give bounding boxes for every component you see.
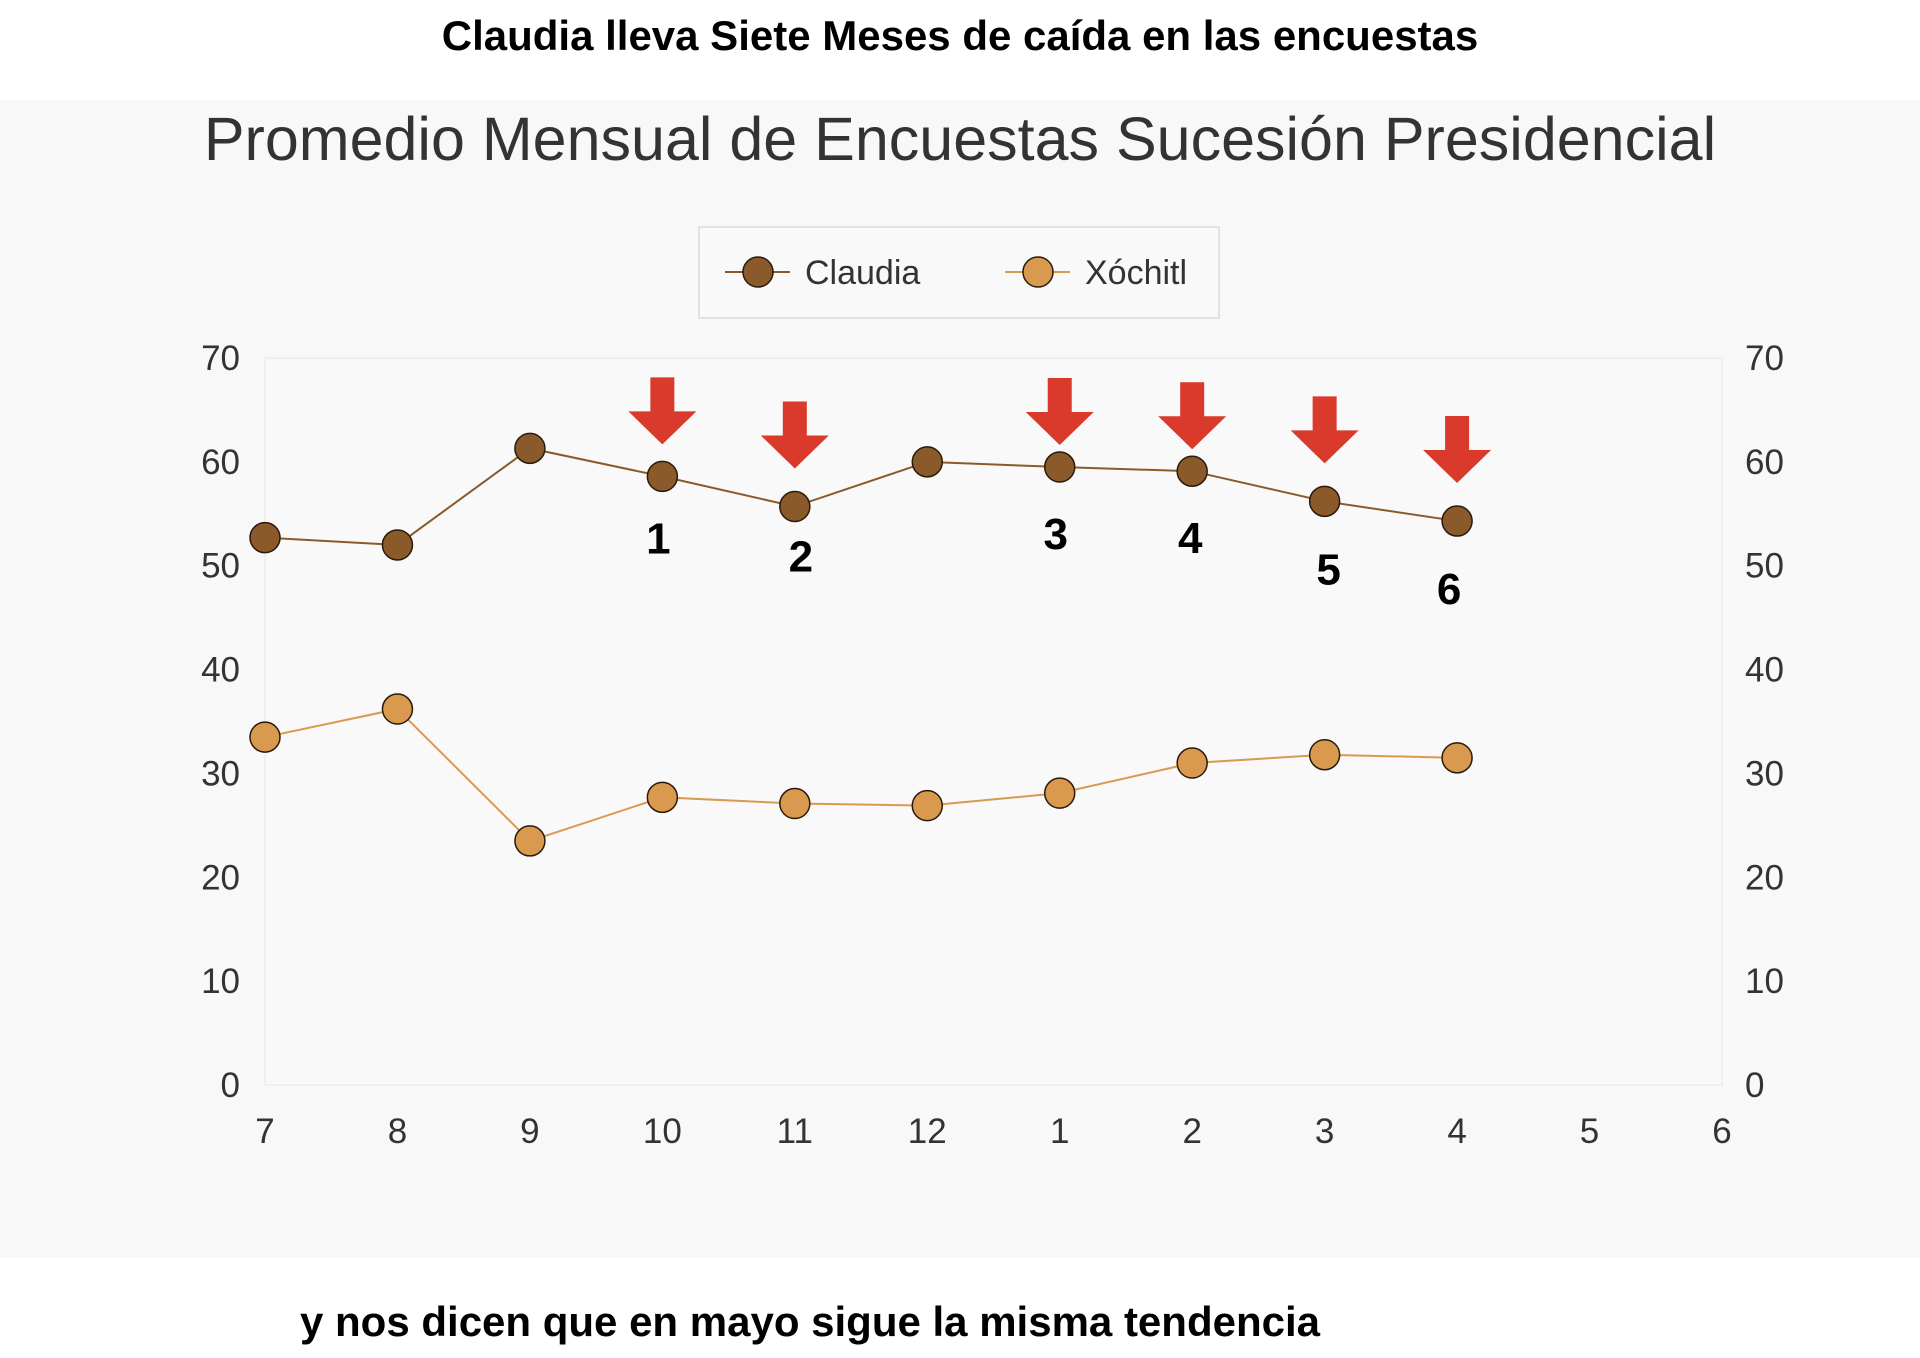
point-xochitl xyxy=(381,693,414,725)
count-label: 4 xyxy=(1178,514,1203,563)
count-labels: 1 2 3 4 5 6 xyxy=(646,510,1461,614)
point-claudia xyxy=(514,432,546,465)
down-arrow-icon xyxy=(1290,396,1359,464)
y-tick-left: 70 xyxy=(201,339,240,378)
y-tick-left: 10 xyxy=(201,962,240,1001)
x-tick: 10 xyxy=(643,1112,682,1151)
x-tick: 2 xyxy=(1182,1112,1201,1151)
chart-title: Promedio Mensual de Encuestas Sucesión P… xyxy=(204,105,1716,173)
series-line-claudia xyxy=(264,447,1458,546)
line-chart: Promedio Mensual de Encuestas Sucesión P… xyxy=(201,105,1784,1151)
point-claudia xyxy=(911,446,944,478)
y-tick-left: 20 xyxy=(201,858,240,897)
y-tick-right: 40 xyxy=(1745,651,1784,690)
x-tick: 3 xyxy=(1315,1112,1334,1151)
down-arrow-icon xyxy=(628,377,697,445)
plot-area xyxy=(264,357,1723,1086)
down-arrow-icon xyxy=(1158,382,1227,450)
down-arrows xyxy=(628,377,1492,484)
legend: Claudia Xóchitl xyxy=(698,226,1220,319)
y-tick-right: 70 xyxy=(1745,339,1784,378)
y-tick-left: 0 xyxy=(221,1066,240,1105)
down-arrow-icon xyxy=(1423,416,1492,484)
down-arrow-icon xyxy=(1025,378,1094,446)
x-tick: 5 xyxy=(1580,1112,1599,1151)
count-label: 2 xyxy=(789,533,813,582)
x-tick: 6 xyxy=(1712,1112,1731,1151)
point-claudia xyxy=(646,460,679,493)
point-claudia xyxy=(1043,451,1076,483)
y-axis-right: 0 10 20 30 40 50 60 70 xyxy=(1745,339,1784,1105)
series-line-xochitl xyxy=(264,707,1458,843)
series-points xyxy=(249,432,1473,857)
legend-label-claudia: Claudia xyxy=(805,254,920,292)
point-xochitl xyxy=(1043,777,1076,809)
y-tick-right: 0 xyxy=(1745,1066,1764,1105)
headline: Claudia lleva Siete Meses de caída en la… xyxy=(441,12,1479,59)
legend-marker-claudia xyxy=(742,256,774,288)
y-tick-left: 60 xyxy=(201,443,240,482)
point-claudia xyxy=(1308,485,1341,518)
legend-label-xochitl: Xóchitl xyxy=(1085,254,1187,292)
x-tick: 11 xyxy=(777,1112,813,1151)
point-xochitl xyxy=(779,787,811,820)
point-claudia xyxy=(779,490,811,523)
point-claudia xyxy=(1176,455,1208,487)
legend-item-xochitl: Xóchitl xyxy=(1005,254,1187,292)
y-tick-right: 20 xyxy=(1745,858,1784,897)
chart-panel: Promedio Mensual de Encuestas Sucesión P… xyxy=(0,100,1920,1258)
count-label: 5 xyxy=(1316,545,1340,594)
legend-item-claudia: Claudia xyxy=(725,254,920,292)
x-tick: 8 xyxy=(388,1112,407,1151)
point-xochitl xyxy=(911,789,944,822)
y-tick-right: 10 xyxy=(1745,962,1784,1001)
point-claudia xyxy=(249,521,281,554)
y-tick-right: 50 xyxy=(1745,547,1784,586)
x-axis: 7 8 9 10 11 12 1 2 3 4 5 6 xyxy=(255,1112,1731,1151)
x-tick: 9 xyxy=(520,1112,539,1151)
point-xochitl xyxy=(1441,742,1473,774)
point-xochitl xyxy=(514,825,546,857)
count-label: 6 xyxy=(1437,565,1461,614)
down-arrow-icon xyxy=(760,401,829,469)
point-claudia xyxy=(381,529,414,561)
x-tick: 12 xyxy=(908,1112,947,1151)
point-xochitl xyxy=(646,781,679,814)
count-label: 1 xyxy=(646,514,670,563)
x-tick: 1 xyxy=(1050,1112,1069,1151)
footer-text: y nos dicen que en mayo sigue la misma t… xyxy=(300,1298,1320,1345)
y-tick-left: 40 xyxy=(201,651,240,690)
point-claudia xyxy=(1441,505,1473,537)
x-tick: 4 xyxy=(1447,1112,1466,1151)
y-tick-left: 30 xyxy=(201,754,240,793)
y-axis-left: 0 10 20 30 40 50 60 70 xyxy=(201,339,240,1105)
y-tick-right: 30 xyxy=(1745,754,1784,793)
point-xochitl xyxy=(1308,738,1341,771)
x-tick: 7 xyxy=(255,1112,274,1151)
legend-marker-xochitl xyxy=(1022,256,1054,288)
point-xochitl xyxy=(249,721,281,753)
series-lines xyxy=(264,447,1458,843)
point-xochitl xyxy=(1176,747,1208,779)
count-label: 3 xyxy=(1043,510,1067,559)
y-tick-left: 50 xyxy=(201,547,240,586)
y-tick-right: 60 xyxy=(1745,443,1784,482)
